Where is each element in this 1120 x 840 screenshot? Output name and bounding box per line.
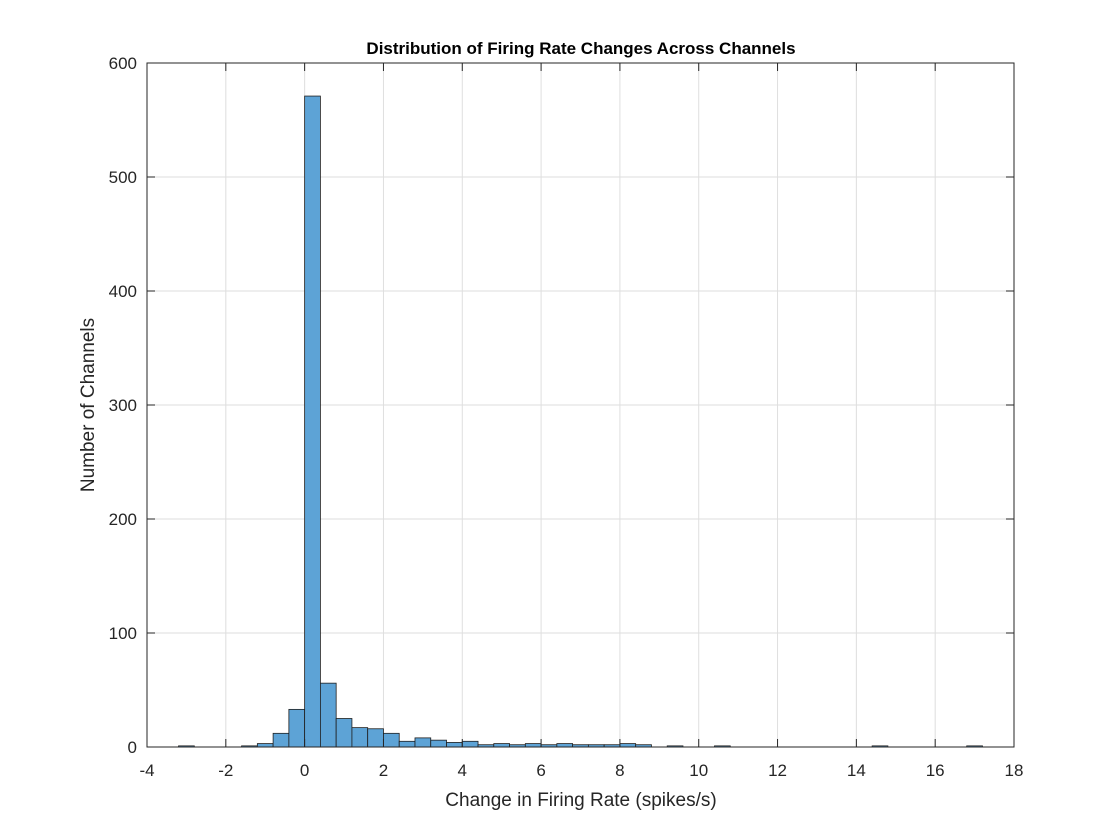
axis-ticks: -4 -2 0 2 4 6 8 10 12 14 16 18 0 100 200 300 400 500 600 — [109, 54, 1024, 780]
x-tick-label: 12 — [768, 761, 787, 780]
histogram-bar — [398, 740, 416, 748]
histogram-bar — [461, 740, 479, 748]
x-axis-label: Change in Firing Rate (spikes/s) — [445, 790, 716, 811]
y-tick-label: 0 — [128, 738, 137, 757]
histogram-bar — [383, 732, 400, 748]
histogram-bar — [335, 718, 353, 748]
y-tick-label: 500 — [109, 168, 137, 187]
x-tick-label: 8 — [615, 761, 624, 780]
histogram-bar — [351, 727, 369, 748]
histogram-bar — [493, 743, 510, 748]
histogram-bar — [367, 728, 384, 748]
histogram-bar — [619, 743, 637, 748]
x-tick-label: 10 — [689, 761, 708, 780]
histogram-bar — [430, 739, 447, 748]
y-axis-label: Number of Channels — [78, 318, 99, 492]
x-tick-label: 6 — [536, 761, 545, 780]
histogram-bar — [319, 682, 337, 748]
x-tick-label: 2 — [379, 761, 388, 780]
histogram-bar — [414, 737, 432, 748]
chart-title: Distribution of Firing Rate Changes Acro… — [366, 39, 795, 58]
x-tick-label: 16 — [926, 761, 945, 780]
x-tick-label: -4 — [139, 761, 154, 780]
x-tick-label: 18 — [1005, 761, 1024, 780]
y-tick-label: 600 — [109, 54, 137, 73]
histogram-bar — [288, 708, 306, 748]
y-tick-label: 100 — [109, 624, 137, 643]
x-tick-label: 0 — [300, 761, 309, 780]
x-tick-label: -2 — [218, 761, 233, 780]
y-tick-label: 300 — [109, 396, 137, 415]
histogram-bar — [272, 732, 290, 748]
y-tick-label: 200 — [109, 510, 137, 529]
y-tick-label: 400 — [109, 282, 137, 301]
histogram-bar — [304, 95, 321, 748]
histogram-bar — [524, 743, 542, 748]
histogram-bar — [256, 743, 274, 748]
x-tick-label: 14 — [847, 761, 866, 780]
x-tick-label: 4 — [458, 761, 467, 780]
histogram-bar — [556, 743, 574, 748]
histogram-bar — [446, 742, 463, 748]
